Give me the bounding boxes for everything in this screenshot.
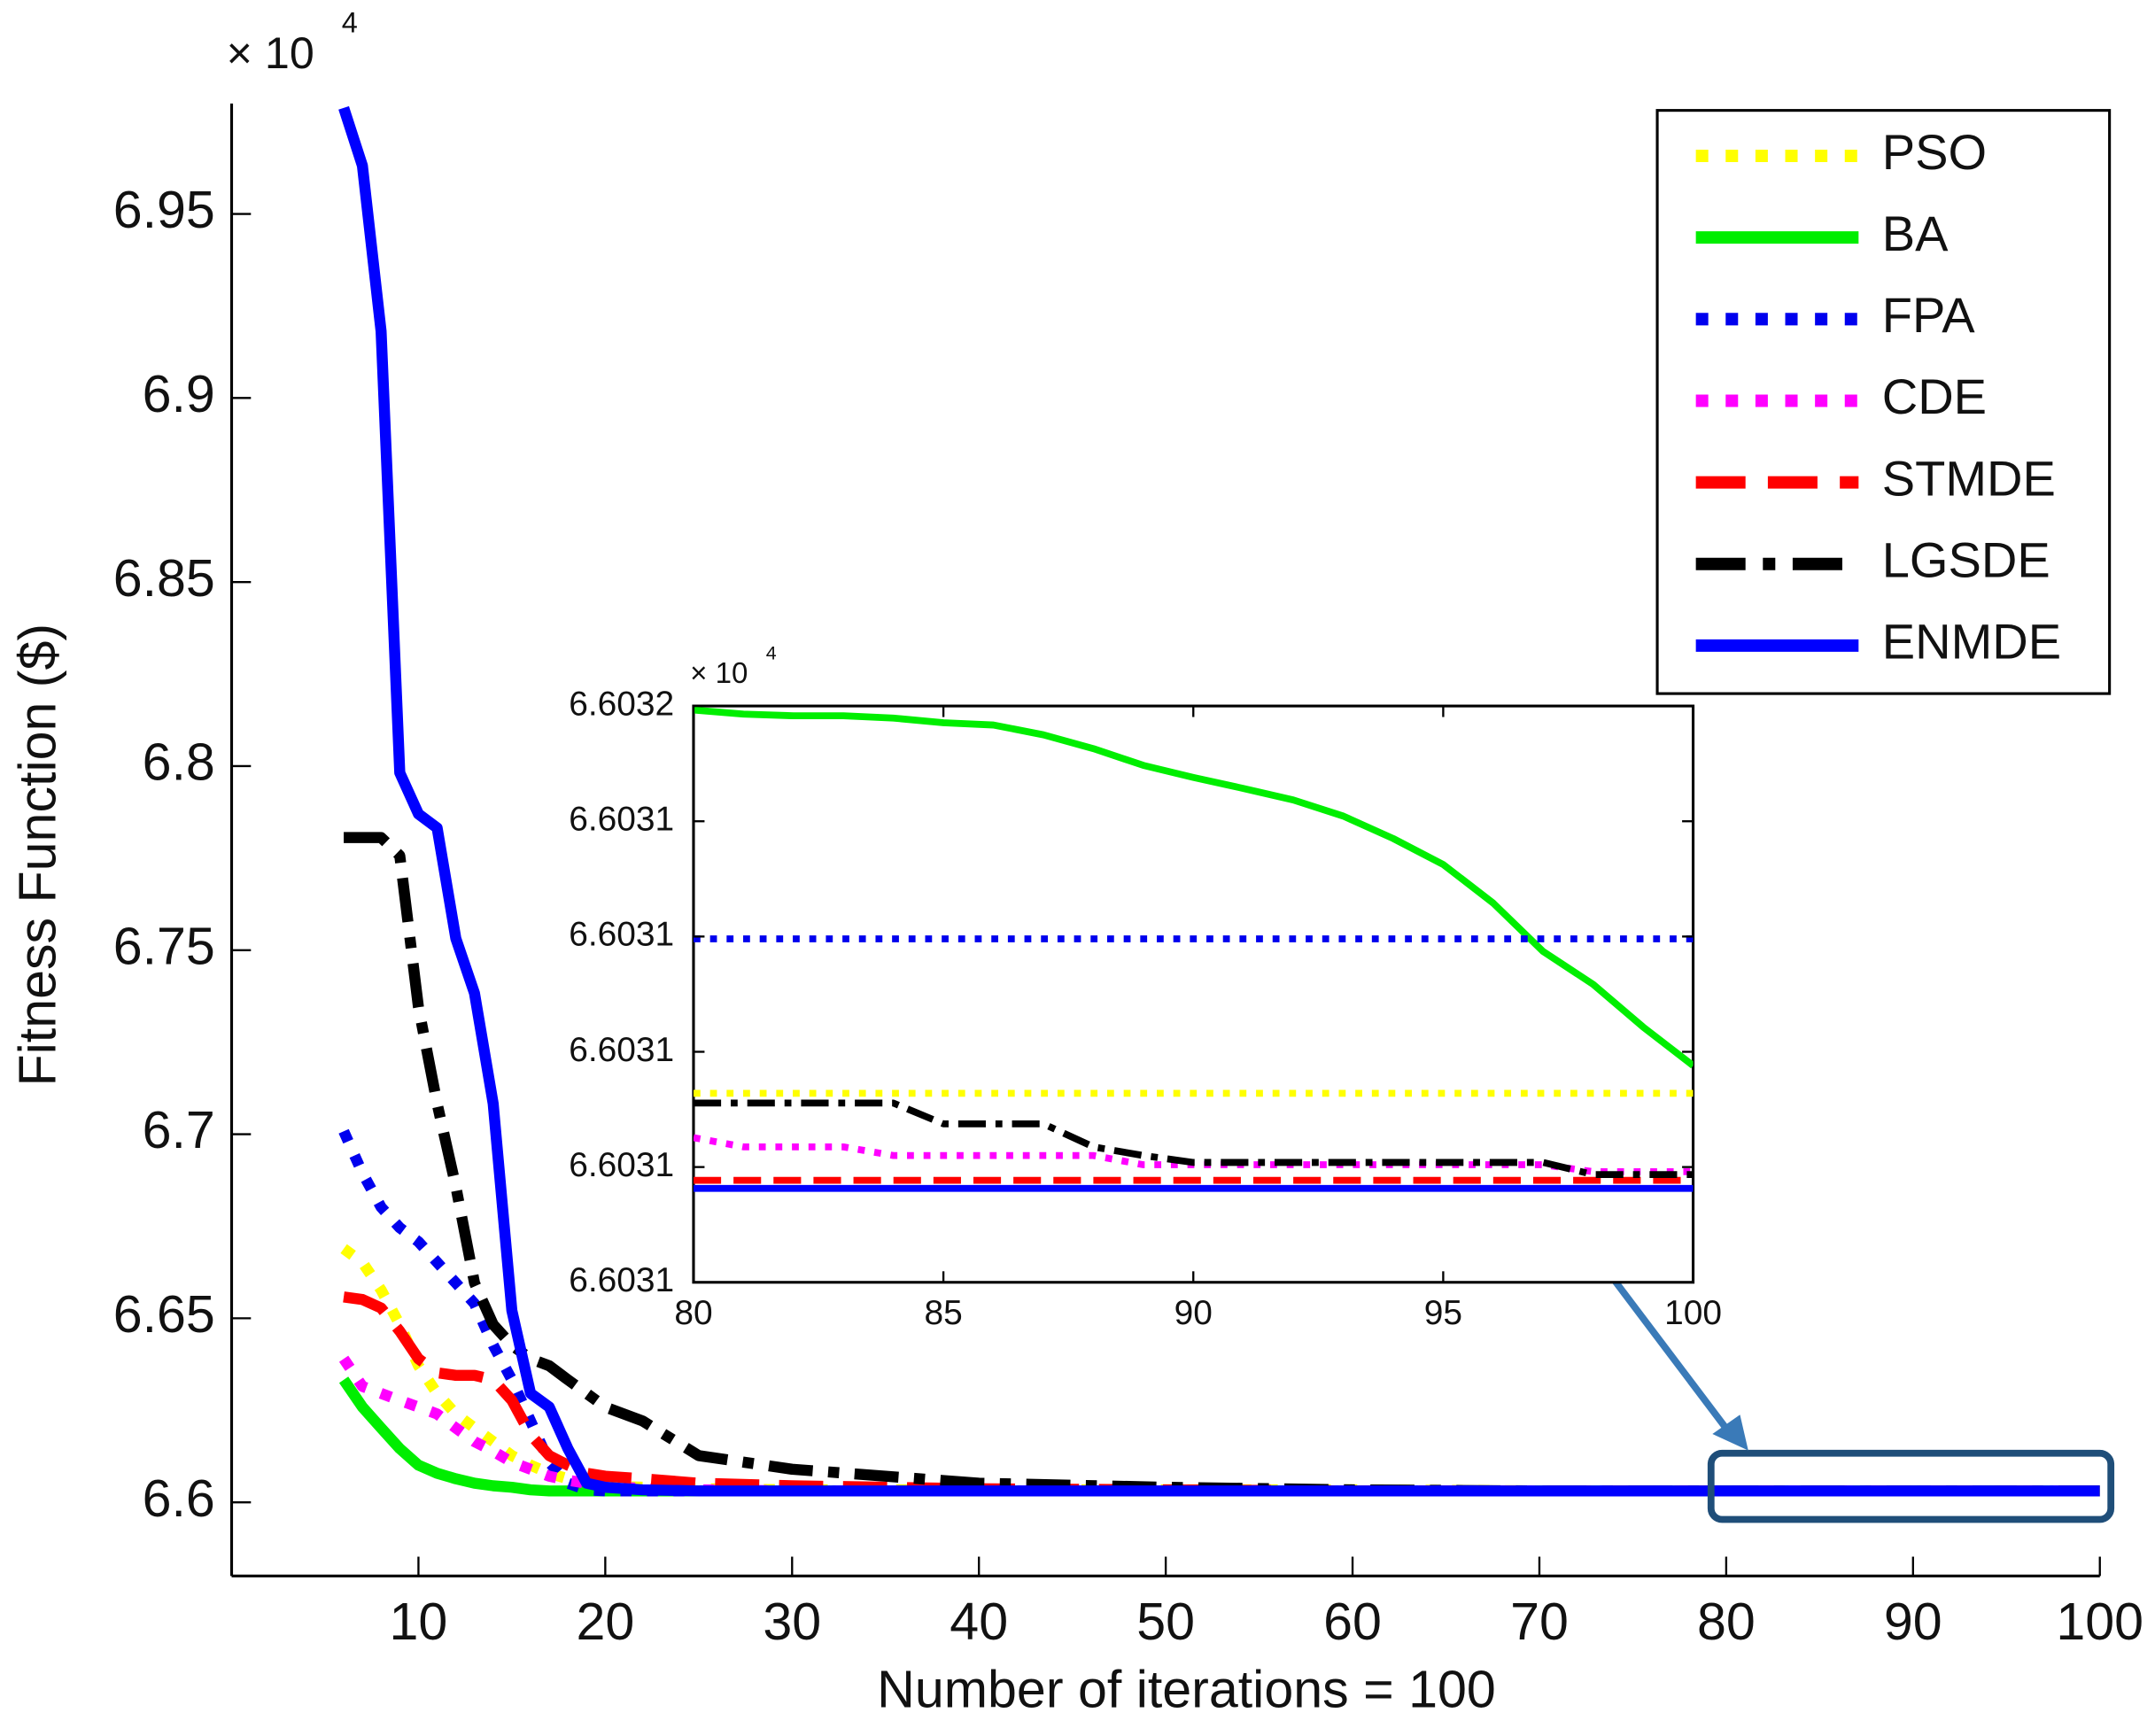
x-tick-label: 90 <box>1174 1294 1213 1332</box>
x-tick-label: 100 <box>1664 1294 1722 1332</box>
legend-label: BA <box>1882 205 1949 261</box>
series-line <box>338 105 2100 1497</box>
x-tick-label: 95 <box>1424 1294 1462 1332</box>
main-plot: 6.6 6.65 6.7 6.75 6.8 6.85 6.9 6.95 10 20 30 40 50 60… <box>7 7 2143 1719</box>
y-tick-label: 6.6032 <box>569 685 674 723</box>
zoom-highlight <box>1707 1449 2115 1523</box>
y-tick-label: 6.75 <box>113 916 215 975</box>
y-axis-label: Fitness Function ($) <box>7 624 66 1087</box>
legend-label: ENMDE <box>1882 614 2061 670</box>
y-tick-label: 6.6031 <box>569 1261 674 1299</box>
x-tick-label: 85 <box>924 1294 962 1332</box>
y-tick-label: 6.6031 <box>569 916 674 954</box>
x-tick-label: 80 <box>1697 1592 1756 1651</box>
x-tick-label: 70 <box>1510 1592 1569 1651</box>
legend-label: CDE <box>1882 368 1987 424</box>
y-tick-label: 6.65 <box>113 1284 215 1344</box>
x-tick-label: 50 <box>1136 1592 1195 1651</box>
y-tick-label: 6.7 <box>143 1100 215 1159</box>
legend-label: PSO <box>1882 124 1987 180</box>
y-tick-label: 6.6031 <box>569 1031 674 1069</box>
y-tick-label: 6.95 <box>113 180 215 239</box>
zoom-arrow <box>1604 1268 1733 1437</box>
x-tick-label: 80 <box>674 1294 712 1332</box>
x-tick-label: 60 <box>1323 1592 1382 1651</box>
legend-label: LGSDE <box>1882 532 2050 588</box>
x-tick-label: 100 <box>2056 1592 2143 1651</box>
legend: PSO BA FPA CDE STMDE LGSDE ENMDE <box>1655 109 2112 695</box>
x-tick-label: 10 <box>390 1592 448 1651</box>
y-tick-label: 6.6031 <box>569 1146 674 1184</box>
plot-area <box>692 704 1695 1284</box>
series-line <box>693 706 1694 1069</box>
x-axis-label: Number of iterations = 100 <box>877 1659 1496 1718</box>
y-multiplier: × 10 <box>690 657 748 690</box>
y-tick-label: 6.6 <box>143 1469 215 1528</box>
y-tick-label: 6.9 <box>143 364 215 423</box>
y-tick-label: 6.8 <box>143 732 215 792</box>
zoom-arrow-head <box>1712 1414 1748 1451</box>
y-tick-label: 6.85 <box>113 548 215 608</box>
y-multiplier-exponent: 4 <box>766 642 777 663</box>
x-tick-label: 30 <box>763 1592 821 1651</box>
series-line <box>693 1099 1694 1178</box>
x-tick-label: 20 <box>576 1592 634 1651</box>
y-multiplier: × 10 <box>227 27 314 78</box>
legend-label: STMDE <box>1882 450 2056 506</box>
x-tick-label: 40 <box>950 1592 1008 1651</box>
x-tick-label: 90 <box>1884 1592 1942 1651</box>
y-tick-label: 6.6031 <box>569 801 674 839</box>
y-multiplier-exponent: 4 <box>342 7 358 39</box>
legend-label: FPA <box>1882 287 1975 343</box>
